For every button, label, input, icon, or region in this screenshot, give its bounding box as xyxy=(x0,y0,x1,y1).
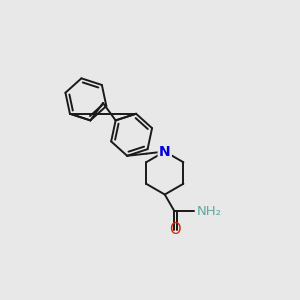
Text: N: N xyxy=(159,145,171,158)
Text: NH₂: NH₂ xyxy=(197,205,222,218)
Text: O: O xyxy=(169,222,180,237)
